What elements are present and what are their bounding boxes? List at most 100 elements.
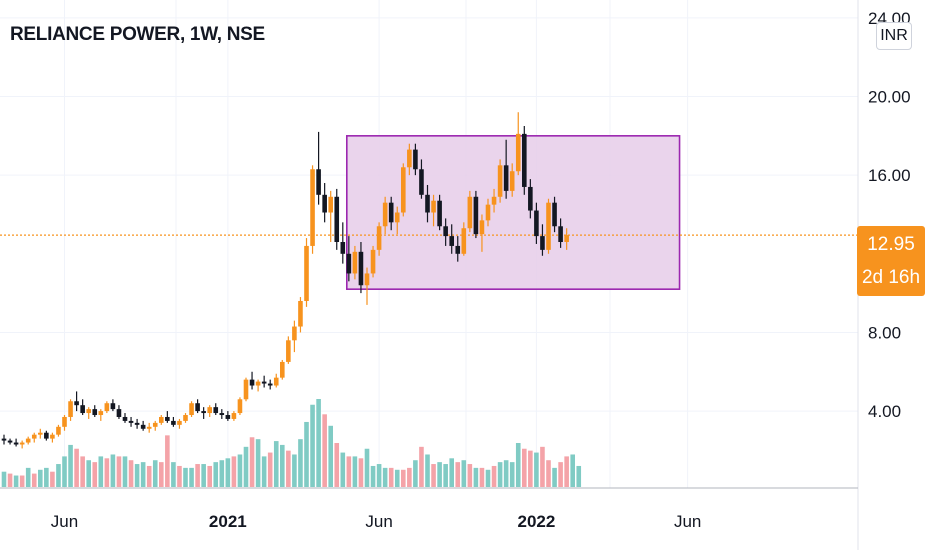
candle-body [407, 149, 412, 168]
volume-bar [376, 464, 382, 487]
candle-body [515, 133, 521, 172]
volume-bar [273, 441, 279, 487]
volume-bar [552, 467, 557, 487]
volume-bar [116, 456, 122, 487]
candle-body [267, 383, 273, 386]
volume-bar [177, 465, 182, 487]
time-tick-label: 2022 [517, 512, 555, 531]
candle-body [80, 405, 85, 414]
volume-bar [286, 450, 291, 487]
candle-body [104, 403, 110, 412]
volume-bar [104, 458, 110, 487]
volume-bar [564, 456, 569, 487]
volume-bar [98, 456, 104, 487]
volume-bar [461, 460, 467, 487]
candle-body [425, 194, 430, 213]
volume-bar [146, 465, 152, 487]
symbol-title: RELIANCE POWER, 1W, NSE [10, 24, 265, 45]
volume-bar [509, 462, 515, 487]
volume-bar [340, 452, 346, 487]
last-price-label: 12.95 [867, 234, 915, 255]
volume-bar [576, 465, 582, 487]
volume-bar [231, 456, 237, 487]
volume-bar [382, 467, 388, 487]
candle-body [292, 326, 297, 341]
volume-bar [219, 460, 225, 487]
candle-body [128, 420, 134, 423]
candle-body [140, 424, 146, 429]
volume-bar [152, 460, 158, 487]
candle-body [50, 434, 55, 439]
candle-body [328, 196, 333, 213]
candle-body [213, 407, 219, 414]
candle-body [159, 416, 164, 423]
candle-body [38, 432, 43, 435]
candle-body [110, 403, 116, 410]
candle-body [31, 434, 37, 439]
candle-body [431, 200, 436, 213]
candle-body [310, 169, 315, 246]
candle-body [92, 409, 98, 416]
candle-body [540, 236, 545, 250]
volume-bar [322, 414, 327, 487]
candle-body [528, 186, 533, 211]
candle-body [346, 253, 352, 274]
volume-bar [195, 464, 200, 487]
candle-body [419, 169, 424, 195]
candle-body [376, 226, 382, 250]
volume-bar [243, 446, 249, 487]
volume-bar [479, 467, 485, 487]
volume-bar [261, 456, 267, 487]
volume-bar [467, 464, 473, 487]
volume-bar [485, 469, 491, 487]
volume-bar [491, 465, 497, 487]
candle-body [219, 413, 225, 416]
volume-bar [413, 460, 418, 487]
volume-bar [558, 462, 563, 487]
volume-bar [352, 456, 358, 487]
volume-bar [7, 473, 13, 487]
volume-bar [110, 454, 116, 487]
candle-body [243, 379, 249, 400]
candle-body [322, 194, 327, 213]
candle-body [467, 196, 473, 229]
volume-bar [443, 464, 448, 487]
volume-bar [570, 454, 575, 487]
time-tick-label: Jun [51, 512, 78, 531]
candle-body [19, 442, 25, 445]
candle-body [116, 409, 122, 417]
volume-bar [546, 460, 551, 487]
candle-body [352, 251, 358, 274]
price-tick-label: 8.00 [868, 323, 901, 342]
candle-body [183, 415, 188, 421]
time-axis[interactable]: Jun 2021 Jun 2022 Jun [51, 512, 702, 531]
volume-bar [328, 425, 333, 487]
candle-body [546, 202, 551, 250]
price-tick-label: 4.00 [868, 402, 901, 421]
candle-body [146, 426, 152, 429]
candle-body [388, 202, 394, 223]
candle-body [534, 210, 539, 237]
volume-bars [1, 399, 582, 487]
candle-body [304, 245, 309, 301]
volume-bar [171, 462, 176, 487]
candle-body [382, 202, 388, 227]
currency-button[interactable]: INR [876, 22, 912, 50]
price-tick-label: 16.00 [868, 166, 911, 185]
volume-bar [13, 475, 19, 487]
volume-bar [201, 464, 206, 487]
volume-bar [455, 462, 461, 487]
candle-body [68, 401, 73, 417]
candle-body [364, 273, 370, 286]
candle-body [171, 420, 176, 425]
candle-body [340, 242, 346, 254]
bar-countdown-label: 2d 16h [861, 267, 921, 288]
volume-bar [1, 471, 7, 487]
candles [1, 112, 569, 449]
candle-body [62, 416, 67, 427]
volume-bar [62, 456, 67, 487]
volume-bar [425, 454, 430, 487]
candle-body [207, 407, 212, 414]
